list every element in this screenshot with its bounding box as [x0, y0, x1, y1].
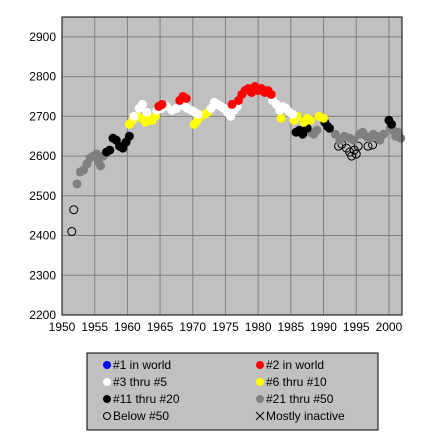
data-point-rank-3-5	[129, 111, 139, 121]
data-point-world-2	[266, 89, 276, 99]
y-tick-label: 2800	[29, 70, 56, 84]
x-tick-label: 1990	[310, 320, 337, 334]
data-point-rank-3-5	[142, 107, 152, 117]
data-point-rank-11-20	[124, 131, 134, 141]
x-tick-label: 1960	[114, 320, 141, 334]
legend-marker-world-1	[103, 361, 111, 369]
data-point-below-50	[67, 227, 77, 237]
legend-marker-inactive	[255, 411, 265, 421]
data-point-rank-11-20	[324, 123, 334, 133]
x-tick-label: 1955	[81, 320, 108, 334]
legend-marker-rank-6-10	[256, 378, 264, 386]
plot-background	[61, 16, 403, 316]
legend-label-rank-21-50: #21 thru #50	[266, 392, 334, 406]
legend-marker-rank-21-50	[256, 395, 264, 403]
legend-label-world-2: #2 in world	[266, 358, 324, 372]
y-tick-label: 2300	[29, 268, 56, 282]
data-point-rank-21-50	[349, 135, 359, 145]
data-point-rank-21-50	[96, 161, 106, 171]
plot-frame	[61, 16, 403, 316]
data-point-rank-3-5	[193, 109, 203, 119]
data-point-below-50	[69, 205, 79, 215]
legend: #1 in world #2 in world #3 thru #5 #6 thru …	[86, 352, 379, 431]
legend-label-inactive: Mostly inactive	[266, 409, 345, 423]
y-tick-label: 2600	[29, 149, 56, 163]
legend-box	[86, 352, 379, 431]
y-tick-label: 2500	[29, 189, 56, 203]
x-tick-label: 1970	[179, 320, 206, 334]
y-tick-label: 2700	[29, 109, 56, 123]
data-point-rank-3-5	[137, 99, 147, 109]
y-tick-label: 2200	[29, 308, 56, 322]
data-point-world-2	[181, 93, 191, 103]
data-point-rank-6-10	[305, 115, 315, 125]
data-point-rank-6-10	[319, 113, 329, 123]
legend-marker-world-2	[256, 361, 264, 369]
gridlines	[61, 17, 402, 315]
legend-label-world-1: #1 in world	[113, 358, 171, 372]
data-point-rank-6-10	[276, 113, 286, 123]
data-point-rank-21-50	[396, 133, 406, 143]
legend-label-rank-6-10: #6 thru #10	[266, 375, 327, 389]
data-point-rank-21-50	[312, 125, 322, 135]
data-point-below-50	[353, 141, 363, 151]
data-point-below-50	[347, 151, 357, 161]
x-tick-label: 1980	[245, 320, 272, 334]
y-tick-label: 2900	[29, 30, 56, 44]
x-tick-label: 1950	[49, 320, 76, 334]
legend-label-rank-3-5: #3 thru #5	[113, 375, 167, 389]
y-tick-label: 2400	[29, 229, 56, 243]
x-tick-label: 1985	[277, 320, 304, 334]
x-tick-label: 1995	[343, 320, 370, 334]
y-axis: 2200 2300 2400 2500 2600 2700 2800 2900	[29, 30, 56, 322]
legend-marker-inactive-stroke	[255, 411, 265, 421]
x-tick-label: 2000	[376, 320, 403, 334]
data-point-world-2	[157, 99, 167, 109]
data-point-rank-21-50	[72, 179, 82, 189]
data-point-world-2	[227, 99, 237, 109]
x-tick-label: 1975	[212, 320, 239, 334]
legend-marker-below-50	[103, 412, 111, 420]
data-point-rank-11-20	[387, 119, 397, 129]
data-point-rank-21-50	[379, 129, 389, 139]
x-tick-label: 1965	[147, 320, 174, 334]
data-point-rank-3-5	[288, 109, 298, 119]
legend-label-rank-11-20: #11 thru #20	[113, 392, 180, 406]
data-points	[67, 82, 406, 237]
data-point-rank-11-20	[105, 145, 115, 155]
x-axis: 1950 1955 1960 1965 1970 1975 1980 1985 1990 1995…	[49, 320, 403, 334]
legend-marker-rank-11-20	[103, 395, 111, 403]
legend-marker-rank-3-5	[103, 378, 111, 386]
legend-label-below-50: Below #50	[113, 409, 169, 423]
